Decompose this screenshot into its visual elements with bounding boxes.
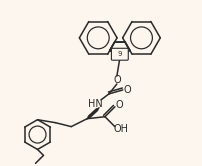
Text: O: O bbox=[113, 75, 121, 85]
Text: OH: OH bbox=[113, 124, 128, 134]
Text: HN: HN bbox=[88, 99, 102, 109]
Text: O: O bbox=[115, 100, 123, 110]
Text: 9: 9 bbox=[118, 51, 122, 57]
Text: O: O bbox=[124, 85, 132, 95]
FancyBboxPatch shape bbox=[112, 48, 128, 60]
